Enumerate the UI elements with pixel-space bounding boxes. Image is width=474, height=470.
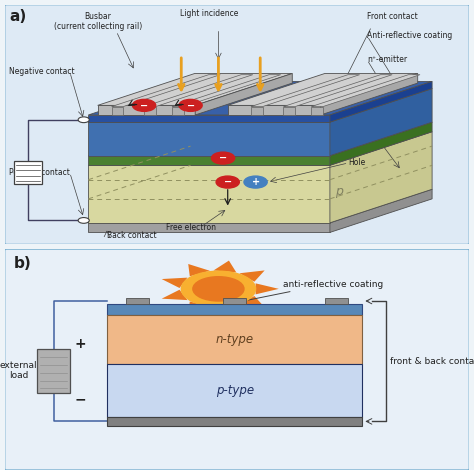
- Bar: [107, 417, 363, 426]
- Circle shape: [216, 176, 239, 188]
- Polygon shape: [144, 107, 155, 115]
- Polygon shape: [98, 73, 292, 105]
- Polygon shape: [144, 75, 253, 107]
- Polygon shape: [213, 260, 237, 273]
- Polygon shape: [251, 75, 360, 107]
- Text: Anti-reflective coating: Anti-reflective coating: [367, 31, 452, 40]
- Polygon shape: [88, 122, 330, 156]
- Polygon shape: [88, 88, 432, 122]
- Text: p-base: p-base: [367, 120, 393, 129]
- Text: +: +: [74, 337, 86, 351]
- Bar: [126, 298, 149, 305]
- Bar: [223, 298, 246, 305]
- Text: −: −: [224, 177, 232, 187]
- Bar: [14, 161, 42, 185]
- Polygon shape: [228, 73, 418, 105]
- Polygon shape: [111, 75, 220, 107]
- Text: Front contact: Front contact: [367, 12, 418, 21]
- Bar: [37, 349, 70, 393]
- Polygon shape: [213, 306, 237, 317]
- Polygon shape: [111, 107, 123, 115]
- FancyBboxPatch shape: [5, 249, 469, 470]
- FancyBboxPatch shape: [5, 5, 469, 244]
- Polygon shape: [88, 189, 432, 223]
- Text: Busbar
(current collecting rail): Busbar (current collecting rail): [54, 12, 142, 31]
- Text: Hole: Hole: [348, 158, 366, 167]
- Polygon shape: [239, 296, 264, 307]
- Polygon shape: [330, 132, 432, 223]
- Text: external
load: external load: [0, 361, 37, 380]
- Text: +: +: [252, 177, 260, 187]
- Polygon shape: [228, 105, 320, 115]
- Polygon shape: [320, 73, 418, 115]
- Text: a): a): [9, 9, 27, 24]
- Polygon shape: [283, 75, 392, 107]
- Text: −: −: [140, 101, 148, 110]
- Polygon shape: [188, 264, 210, 276]
- Polygon shape: [88, 115, 330, 122]
- Polygon shape: [255, 283, 279, 294]
- Polygon shape: [172, 75, 281, 107]
- Polygon shape: [330, 189, 432, 232]
- Polygon shape: [88, 132, 432, 165]
- Polygon shape: [88, 156, 330, 165]
- Polygon shape: [330, 88, 432, 156]
- Text: b): b): [14, 256, 32, 271]
- Text: Space
charge region: Space charge region: [367, 77, 420, 96]
- Text: Positive contact: Positive contact: [9, 168, 70, 177]
- Text: n⁺-emitter: n⁺-emitter: [367, 55, 407, 64]
- Polygon shape: [251, 107, 263, 115]
- Circle shape: [193, 277, 244, 301]
- Text: p: p: [335, 185, 343, 198]
- Text: −: −: [219, 153, 227, 163]
- Polygon shape: [172, 107, 183, 115]
- Bar: [107, 315, 363, 364]
- Circle shape: [244, 176, 267, 188]
- Polygon shape: [88, 223, 330, 232]
- Polygon shape: [311, 75, 420, 107]
- Circle shape: [181, 271, 255, 306]
- Text: Free electron: Free electron: [165, 223, 216, 232]
- Polygon shape: [188, 301, 210, 314]
- Polygon shape: [98, 105, 195, 115]
- Circle shape: [132, 99, 155, 111]
- Bar: [107, 364, 363, 417]
- Polygon shape: [330, 81, 432, 122]
- Polygon shape: [195, 73, 292, 115]
- Polygon shape: [88, 165, 330, 223]
- Text: front & back contacts: front & back contacts: [390, 357, 474, 366]
- Text: anti-reflective coating: anti-reflective coating: [283, 280, 383, 289]
- Polygon shape: [88, 81, 432, 115]
- Polygon shape: [162, 290, 188, 300]
- Text: p-type: p-type: [216, 384, 254, 397]
- Polygon shape: [283, 107, 295, 115]
- Circle shape: [179, 99, 202, 111]
- Circle shape: [78, 218, 89, 223]
- Text: n-type: n-type: [216, 333, 254, 346]
- Circle shape: [78, 117, 89, 123]
- Polygon shape: [162, 278, 188, 288]
- Polygon shape: [311, 107, 323, 115]
- Text: −: −: [74, 392, 86, 406]
- Text: −: −: [186, 101, 195, 110]
- Polygon shape: [88, 122, 432, 156]
- Bar: [325, 298, 348, 305]
- Text: Negative contact: Negative contact: [9, 67, 75, 76]
- Circle shape: [211, 152, 235, 164]
- Text: Back contact: Back contact: [107, 231, 156, 240]
- Bar: [107, 305, 363, 315]
- Polygon shape: [239, 270, 264, 282]
- Polygon shape: [330, 122, 432, 165]
- Text: Light incidence: Light incidence: [180, 9, 238, 18]
